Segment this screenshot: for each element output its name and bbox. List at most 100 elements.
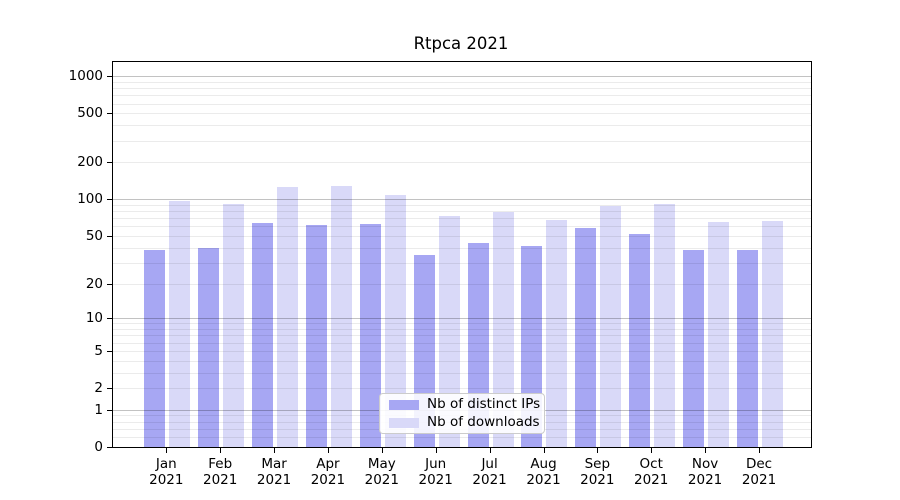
y-tick-mark [107,162,112,164]
gridline-minor [113,283,811,285]
x-tick-year: 2021 [687,472,723,488]
y-tick-mark [107,199,112,201]
gridline-minor [113,162,811,164]
gridline-minor [113,342,811,344]
bar-distinct-ips [683,250,705,447]
bar-downloads [761,221,783,447]
x-tick-month: Jul [481,456,498,472]
y-tick-mark [107,235,112,237]
x-tick-month: Apr [316,456,340,472]
gridline-minor [113,140,811,142]
gridline-minor [113,437,811,439]
gridline-minor [113,113,811,115]
y-tick-label: 1 [94,401,103,418]
gridline-minor [113,388,811,389]
x-tick-mark [327,448,329,453]
gridline-major [113,199,811,201]
x-tick-year: 2021 [149,472,184,488]
x-tick-month: Mar [261,456,287,472]
bar-downloads [277,186,299,447]
gridline-minor [113,329,811,330]
gridline-minor [113,103,811,105]
y-tick-mark [107,447,112,448]
x-tick-month: Jan [155,456,177,472]
x-tick-month: Oct [639,456,663,472]
gridline-minor [113,95,811,97]
x-tick-month: Nov [691,456,719,472]
x-tick-mark [597,448,599,453]
y-tick-label: 500 [77,105,103,122]
bar-downloads [654,203,676,447]
x-tick-year: 2021 [741,472,777,488]
x-tick-label: Jul 2021 [458,456,522,488]
gridline-minor [113,125,811,127]
x-tick-year: 2021 [418,472,453,488]
y-tick-label: 200 [77,154,103,171]
x-tick-mark [220,448,222,453]
x-tick-year: 2021 [472,472,507,488]
x-tick-year: 2021 [310,472,346,488]
y-tick-label: 0 [94,439,103,455]
x-tick-mark [651,448,653,453]
y-tick-mark [107,76,112,78]
bar-downloads [169,200,191,447]
plot-area: Nb of distinct IPs Nb of downloads 0 1 2 5 10… [69,61,812,488]
y-tick-mark [107,388,112,389]
x-tick-month: Dec [745,456,773,472]
bar-distinct-ips [198,247,220,447]
y-tick-mark [107,283,112,285]
bar-distinct-ips [359,223,381,447]
bar-downloads [330,186,352,447]
bar-downloads [492,211,514,447]
x-tick-label: Nov 2021 [673,456,737,488]
gridline-minor [113,247,811,249]
bar-downloads [600,206,622,447]
gridline-minor [113,218,811,220]
gridline-minor [113,211,811,213]
x-tick-month: Feb [208,456,233,472]
y-tick-label: 2 [94,380,103,396]
y-tick-label: 20 [85,275,103,292]
x-tick-year: 2021 [526,472,561,488]
legend-label: Nb of distinct IPs [427,396,541,412]
x-tick-mark [381,448,383,453]
x-tick-mark [759,448,760,453]
x-tick-year: 2021 [580,472,615,488]
bar-downloads [546,219,568,447]
x-tick-label: Jun 2021 [404,456,468,488]
x-tick-mark [435,448,437,453]
x-tick-year: 2021 [203,472,238,488]
x-tick-label: Sep 2021 [565,456,629,488]
x-tick-mark [166,448,168,453]
x-tick-label: Aug 2021 [512,456,576,488]
x-tick-year: 2021 [256,472,292,488]
legend-row: Nb of distinct IPs [380,397,544,412]
y-tick-label: 1000 [68,68,103,85]
y-tick-mark [107,350,112,352]
bar-distinct-ips [305,225,327,447]
x-tick-label: Mar 2021 [242,456,306,488]
x-tick-year: 2021 [634,472,669,488]
y-tick-label: 10 [85,310,103,327]
bar-distinct-ips [736,250,758,447]
x-tick-month: Jun [425,456,447,472]
x-tick-label: May 2021 [350,456,414,488]
x-tick-year: 2021 [364,472,399,488]
x-tick-month: May [367,456,396,472]
x-tick-mark [489,448,491,453]
gridline-minor [113,81,811,83]
bar-distinct-ips [629,233,651,447]
bar-distinct-ips [575,228,597,447]
gridline-minor [113,204,811,206]
bar-downloads [223,203,245,447]
y-tick-mark [107,113,112,115]
bar-downloads [708,222,730,447]
x-tick-label: Dec 2021 [727,456,791,488]
gridline-major [113,318,811,320]
y-tick-label: 50 [85,227,103,244]
legend-row: Nb of downloads [380,415,544,430]
x-tick-label: Apr 2021 [296,456,360,488]
y-tick-label: 5 [94,342,103,359]
legend: Nb of distinct IPs Nb of downloads [379,393,545,434]
